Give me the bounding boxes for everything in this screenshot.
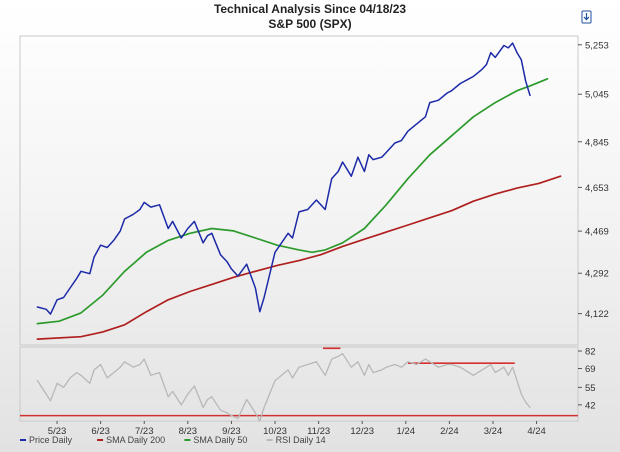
rsi-y-tick-label: 55 (585, 383, 596, 394)
x-tick-label: 12/23 (350, 426, 374, 437)
x-tick-label: 5/23 (48, 426, 67, 437)
price-y-tick-label: 4,122 (585, 309, 609, 320)
legend-price-daily: Price Daily (20, 435, 73, 445)
x-tick-label: 6/23 (91, 426, 110, 437)
legend-label: SMA Daily 50 (193, 435, 247, 445)
rsi-y-tick-label: 82 (585, 347, 596, 358)
x-tick-label: 9/23 (222, 426, 241, 437)
x-tick-label: 7/23 (135, 426, 154, 437)
x-tick-label: 8/23 (179, 426, 198, 437)
x-tick-label: 4/24 (527, 426, 546, 437)
chart-title: Technical Analysis Since 04/18/23 (214, 2, 406, 16)
price-y-tick-label: 4,292 (585, 269, 609, 280)
rsi-y-tick-label: 69 (585, 364, 596, 375)
legend-label: RSI Daily 14 (276, 435, 326, 445)
price-panel-frame (19, 35, 579, 346)
legend-sma-daily-200: SMA Daily 200 (97, 435, 165, 445)
legend-rsi-daily-14: RSI Daily 14 (266, 435, 326, 445)
price-y-tick-label: 5,045 (585, 90, 609, 101)
x-tick-label: 3/24 (484, 426, 503, 437)
legend-label: Price Daily (29, 435, 73, 445)
x-tick-label: 2/24 (440, 426, 459, 437)
rsi-daily-14-line (36, 353, 531, 422)
download-icon[interactable] (581, 10, 592, 24)
sma-daily-200-line (36, 175, 562, 340)
price-y-tick-label: 4,845 (585, 137, 609, 148)
rsi-panel-frame (19, 346, 579, 422)
rsi-y-tick-label: 42 (585, 400, 596, 411)
price-y-tick-label: 4,653 (585, 183, 609, 194)
price-daily-line (36, 42, 531, 315)
sma-daily-50-line (36, 77, 549, 325)
x-tick-label: 11/23 (307, 426, 330, 437)
price-y-tick-label: 5,253 (585, 40, 609, 51)
price-y-tick-label: 4,469 (585, 227, 609, 238)
chart-subtitle: S&P 500 (SPX) (268, 17, 351, 31)
x-tick-label: 1/24 (397, 426, 416, 437)
x-tick-label: 10/23 (263, 426, 287, 437)
legend-label: SMA Daily 200 (106, 435, 165, 445)
legend-sma-daily-50: SMA Daily 50 (184, 435, 247, 445)
